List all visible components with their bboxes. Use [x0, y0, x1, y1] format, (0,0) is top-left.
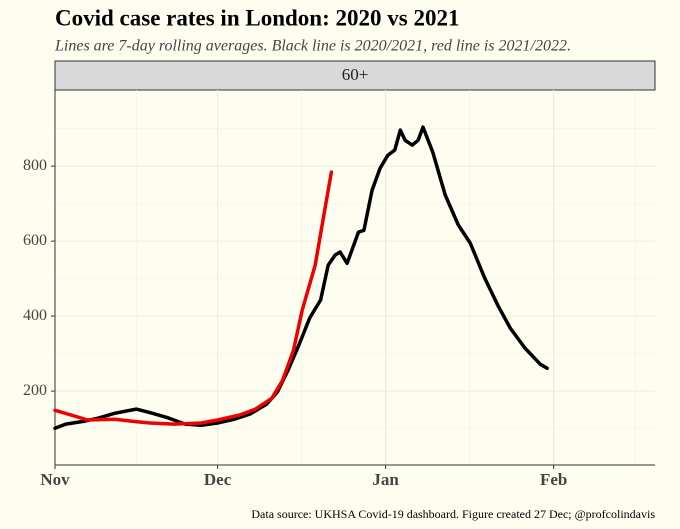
chart-subtitle: Lines are 7-day rolling averages. Black …: [54, 38, 571, 55]
line: [53, 125, 549, 431]
facet-strip: [54, 60, 656, 91]
x-tick-label: Jan: [372, 470, 399, 489]
caption: Data source: UKHSA Covid-19 dashboard. F…: [251, 507, 655, 521]
facet-label: 60+: [342, 65, 369, 84]
y-tick-label: 200: [23, 382, 47, 399]
x-tick-label: Nov: [40, 470, 70, 489]
x-tick-label: Feb: [540, 470, 567, 489]
line: [53, 170, 334, 426]
y-tick-label: 400: [23, 307, 47, 324]
y-tick-label: 800: [23, 157, 47, 174]
chart-title: Covid case rates in London: 2020 vs 2021: [55, 5, 459, 30]
x-tick-label: Dec: [204, 470, 232, 489]
y-tick-label: 600: [23, 232, 47, 249]
